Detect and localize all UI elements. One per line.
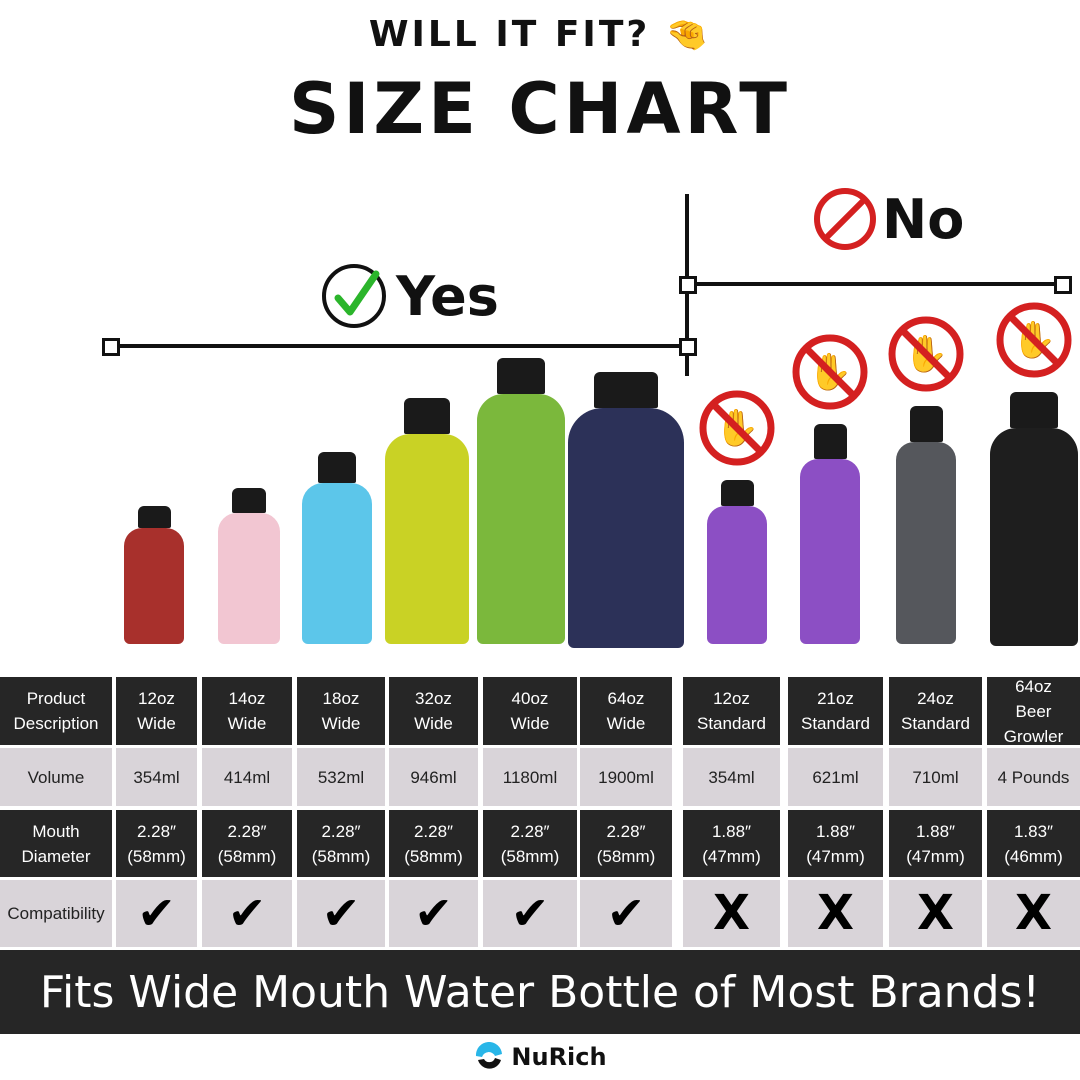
no-hand-icon: ✋: [790, 332, 870, 417]
bottle-cap: [137, 506, 171, 529]
bottle-body: [707, 506, 767, 644]
cross-icon: X: [889, 880, 982, 947]
no-hand-icon: ✋: [994, 300, 1074, 385]
bottle-image: [218, 488, 280, 644]
bottle-cap: [317, 452, 357, 483]
volume-cell: 710ml: [889, 748, 982, 806]
page-title: SIZE CHART: [288, 68, 792, 150]
column-header: 18oz Wide: [297, 677, 385, 745]
volume-cell: 354ml: [683, 748, 780, 806]
pinching-hand-icon: 🤏: [665, 15, 712, 55]
cross-icon: X: [987, 880, 1080, 947]
column-header: 24oz Standard: [889, 677, 982, 745]
column-header: 64oz Beer Growler: [987, 677, 1080, 746]
check-icon: ✔: [202, 880, 292, 947]
no-hand-icon: ✋: [697, 388, 777, 473]
column-header: 32oz Wide: [389, 677, 478, 745]
kicker-heading: WILL IT FIT? 🤏: [0, 14, 1080, 55]
range-marker: [679, 338, 697, 356]
range-marker: [679, 276, 697, 294]
mouth-diameter-cell: 2.28″ (58mm): [483, 810, 577, 877]
row-label-volume: Volume: [0, 748, 112, 806]
row-label-product-description: Product Description: [0, 677, 112, 745]
bottle-body: [477, 394, 565, 644]
bottle-body: [302, 482, 372, 644]
bottle-body: [896, 442, 956, 644]
kicker-text: WILL IT FIT?: [368, 14, 651, 55]
bottle-image: [568, 372, 684, 648]
mouth-diameter-cell: 1.88″ (47mm): [788, 810, 883, 877]
volume-cell: 354ml: [116, 748, 197, 806]
check-icon: ✔: [389, 880, 478, 947]
volume-cell: 621ml: [788, 748, 883, 806]
yes-range-line: [110, 344, 688, 348]
bottle-body: [124, 528, 184, 644]
bottle-cap: [1009, 392, 1059, 428]
nurich-logo-icon: [476, 1042, 503, 1069]
bottle-body: [568, 408, 684, 648]
bottle-body: [385, 434, 469, 644]
prohibited-icon: [814, 188, 876, 250]
check-circle-icon: [322, 264, 386, 328]
bottle-image: [124, 506, 184, 644]
row-label-compatibility: Compatibility: [0, 880, 112, 947]
no-label: No: [882, 187, 965, 251]
bottle-cap: [231, 488, 267, 513]
yes-label: Yes: [396, 264, 499, 328]
bottle-body: [218, 512, 280, 644]
bottle-cap: [909, 406, 943, 442]
check-icon: ✔: [483, 880, 577, 947]
no-hand-icon: ✋: [886, 314, 966, 399]
bottle-image: [990, 392, 1078, 646]
bottle-cap: [594, 372, 658, 408]
mouth-diameter-cell: 1.83″ (46mm): [987, 810, 1080, 877]
no-range-line: [687, 282, 1063, 286]
mouth-diameter-cell: 2.28″ (58mm): [202, 810, 292, 877]
bottle-cap: [720, 480, 754, 507]
mouth-diameter-cell: 2.28″ (58mm): [389, 810, 478, 877]
bottle-image: [707, 480, 767, 644]
no-label-group: No: [812, 186, 964, 252]
mouth-diameter-cell: 1.88″ (47mm): [683, 810, 780, 877]
range-marker: [102, 338, 120, 356]
cross-icon: X: [788, 880, 883, 947]
bottle-cap: [813, 424, 847, 460]
volume-cell: 1180ml: [483, 748, 577, 806]
bottle-image: [302, 452, 372, 644]
fit-banner: Fits Wide Mouth Water Bottle of Most Bra…: [0, 950, 1080, 1034]
cross-icon: X: [683, 880, 780, 947]
bottle-image: [896, 406, 956, 644]
column-header: 64oz Wide: [580, 677, 672, 745]
volume-cell: 532ml: [297, 748, 385, 806]
volume-cell: 414ml: [202, 748, 292, 806]
brand-name: NuRich: [511, 1043, 607, 1071]
volume-cell: 1900ml: [580, 748, 672, 806]
bottle-image: [385, 398, 469, 644]
bottle-body: [800, 459, 860, 644]
column-header: 40oz Wide: [483, 677, 577, 745]
bottle-body: [990, 428, 1078, 646]
mouth-diameter-cell: 2.28″ (58mm): [580, 810, 672, 877]
column-header: 21oz Standard: [788, 677, 883, 745]
check-icon: ✔: [116, 880, 197, 947]
mouth-diameter-cell: 2.28″ (58mm): [297, 810, 385, 877]
column-header: 14oz Wide: [202, 677, 292, 745]
column-header: 12oz Wide: [116, 677, 197, 745]
volume-cell: 946ml: [389, 748, 478, 806]
bottle-cap: [496, 358, 546, 394]
mouth-diameter-cell: 2.28″ (58mm): [116, 810, 197, 877]
bottle-image: [800, 424, 860, 644]
check-icon: ✔: [297, 880, 385, 947]
bottle-cap: [403, 398, 451, 434]
check-icon: ✔: [580, 880, 672, 947]
brand-logo: NuRich: [0, 1042, 1080, 1072]
yes-label-group: Yes: [320, 262, 499, 330]
row-label-mouth-diameter: Mouth Diameter: [0, 810, 112, 877]
bottle-image: [477, 358, 565, 644]
mouth-diameter-cell: 1.88″ (47mm): [889, 810, 982, 877]
volume-cell: 4 Pounds: [987, 748, 1080, 806]
column-header: 12oz Standard: [683, 677, 780, 745]
range-marker: [1054, 276, 1072, 294]
